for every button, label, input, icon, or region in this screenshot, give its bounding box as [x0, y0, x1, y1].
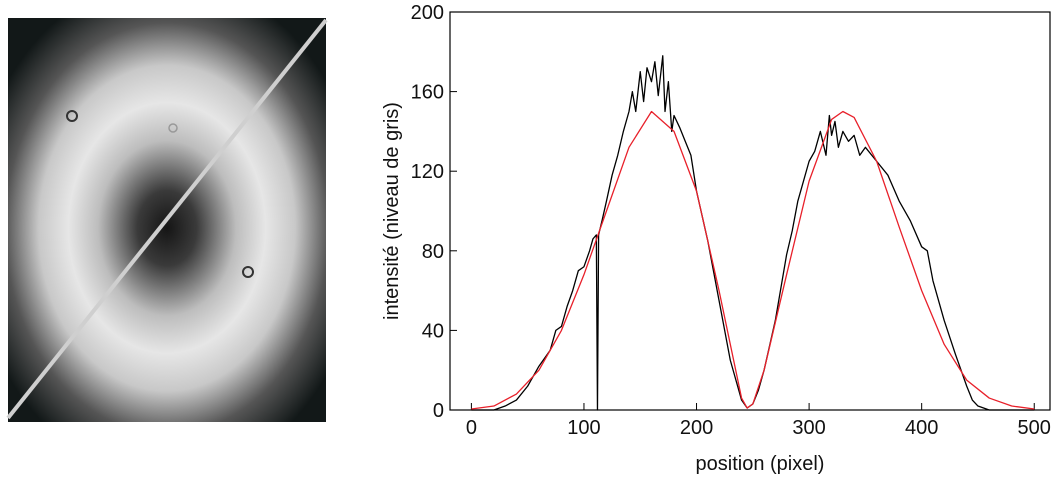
x-tick-label: 500 [1018, 417, 1051, 439]
y-axis-label: intensité (niveau de gris) [381, 102, 403, 320]
data-line [471, 110, 1035, 410]
y-tick-label: 200 [411, 2, 444, 24]
x-tick-label: 0 [466, 417, 477, 439]
x-tick-label: 100 [567, 417, 600, 439]
x-axis-label: position (pixel) [696, 453, 825, 475]
x-tick-label: 400 [905, 417, 938, 439]
plot-frame [449, 11, 1051, 411]
y-tick-label: 40 [422, 320, 444, 342]
y-tick-label: 160 [411, 82, 444, 104]
beam-image [6, 18, 328, 422]
y-tick-label: 0 [433, 400, 444, 422]
x-tick-label: 200 [680, 417, 713, 439]
data-line [471, 55, 1035, 411]
y-tick-label: 80 [422, 241, 444, 263]
y-tick-label: 120 [411, 161, 444, 183]
x-tick-label: 300 [792, 417, 825, 439]
